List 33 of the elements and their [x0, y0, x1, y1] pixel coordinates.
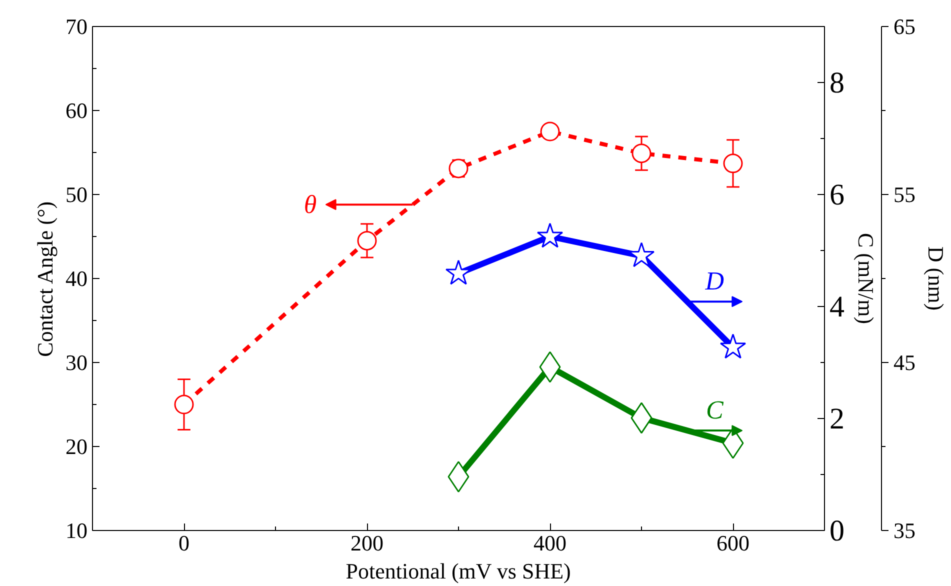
x-tick-label: 0	[178, 530, 190, 556]
y2-tick-label: 4	[830, 290, 844, 324]
point	[723, 154, 743, 174]
series-label: C	[706, 396, 724, 425]
y3-tick-label: 55	[894, 182, 916, 207]
y-tick-label: 10	[66, 518, 88, 543]
y2-axis-title: C (mN/m)	[854, 232, 878, 324]
point	[540, 122, 560, 142]
y3-tick-label: 45	[894, 350, 916, 375]
x-tick-label: 600	[716, 530, 750, 556]
y-tick-label: 70	[66, 14, 88, 39]
y-axis-title: Contact Angle (°)	[32, 201, 58, 357]
y-tick-label: 40	[66, 266, 88, 291]
point	[357, 230, 377, 250]
y-tick-label: 30	[66, 350, 88, 375]
x-axis-title: Potentional (mV vs SHE)	[346, 558, 571, 584]
point	[536, 222, 564, 248]
y2-tick-label: 2	[830, 402, 844, 436]
y3-axis-title: D (nm)	[924, 246, 948, 311]
y2-tick-label: 8	[830, 66, 844, 100]
y2-tick-label: 6	[830, 178, 844, 212]
series-label: D	[704, 266, 724, 296]
x-tick-label: 200	[350, 530, 384, 556]
x-tick-label: 400	[534, 530, 566, 556]
y-tick-label: 50	[66, 182, 88, 207]
point	[632, 144, 652, 164]
y3-tick-label: 65	[894, 14, 916, 39]
y3-tick-label: 35	[894, 518, 916, 543]
point	[174, 394, 194, 414]
point	[720, 334, 746, 359]
y-tick-label: 60	[66, 98, 88, 123]
y-tick-label: 20	[66, 434, 88, 459]
legend-label: θ	[304, 190, 317, 220]
